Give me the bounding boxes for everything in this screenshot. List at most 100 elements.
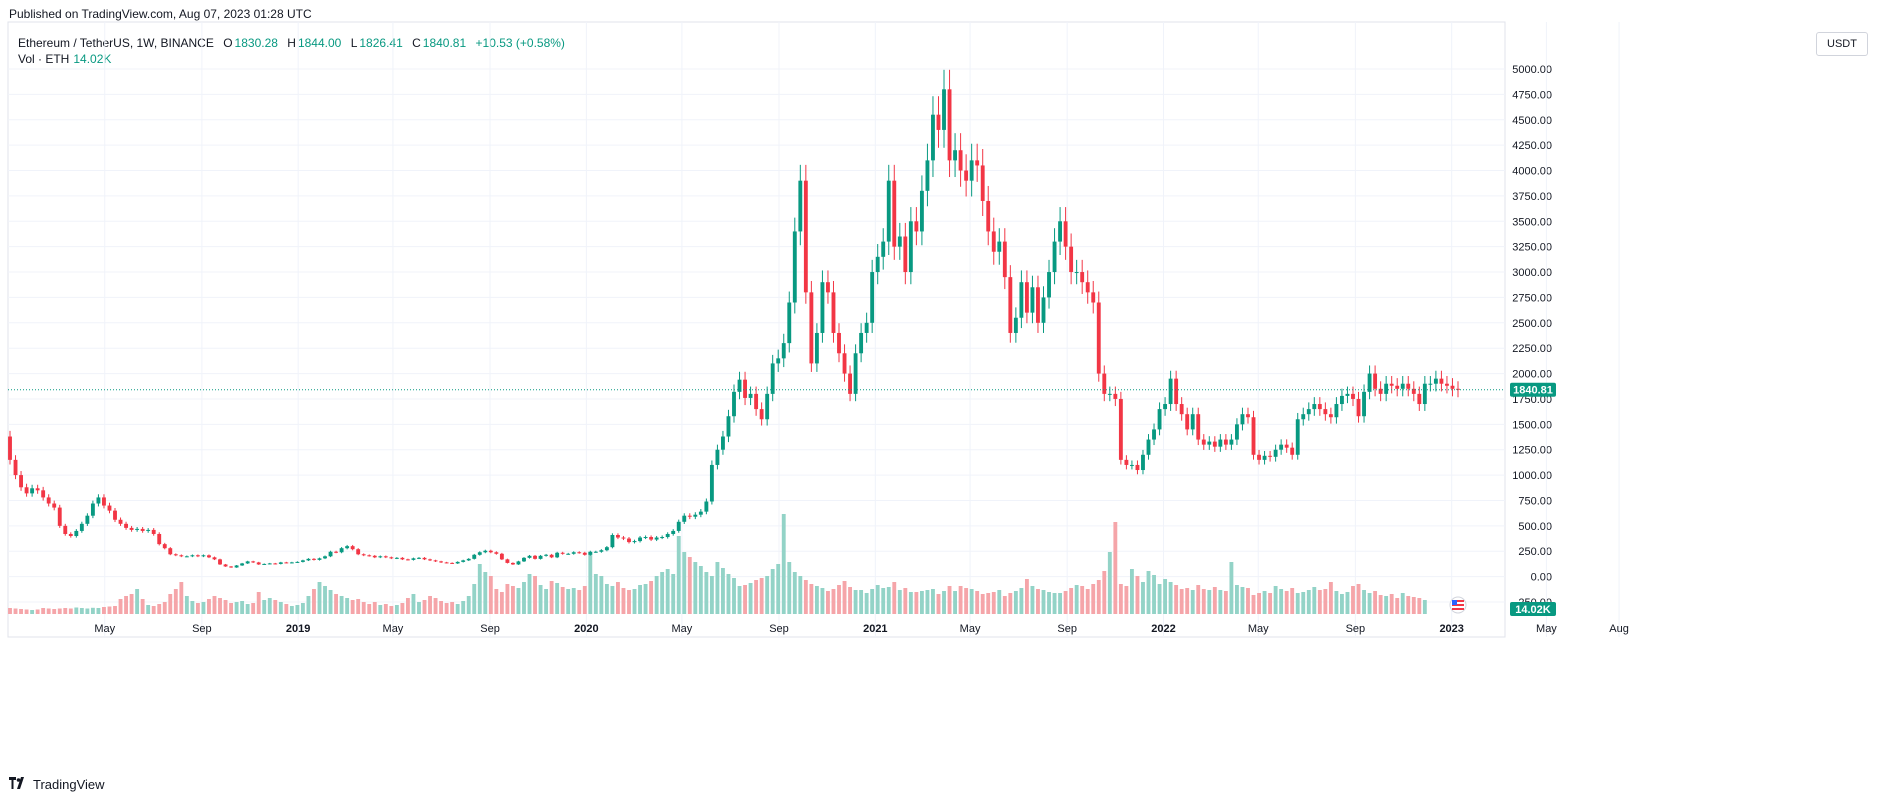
candle-body: [991, 231, 996, 252]
y-tick-label: 4000.00: [1512, 166, 1552, 178]
volume-label[interactable]: Vol · ETH: [18, 52, 70, 66]
candle-body: [743, 379, 747, 398]
x-tick-label: May: [383, 623, 404, 635]
candle-body: [229, 566, 234, 568]
candle-body: [1135, 464, 1140, 471]
volume-bar: [1279, 589, 1284, 614]
candle-body: [184, 556, 189, 558]
low-value: 1826.41: [359, 36, 403, 50]
volume-bar: [229, 603, 234, 614]
candle-body: [24, 487, 29, 494]
candle-body: [621, 537, 626, 539]
candle-body: [90, 503, 95, 516]
candle-body: [1229, 439, 1234, 445]
candle-body: [483, 550, 488, 553]
y-tick-label: 3500.00: [1512, 216, 1552, 228]
candle-body: [1356, 398, 1361, 417]
candle-body: [323, 556, 327, 559]
volume-bar: [455, 604, 460, 614]
candle-body: [1268, 455, 1273, 457]
candle-body: [300, 560, 305, 562]
candle-body: [1384, 383, 1389, 394]
candle-body: [251, 561, 256, 563]
volume-bar: [439, 601, 444, 614]
volume-bar: [179, 582, 184, 614]
volume-bar: [654, 576, 659, 614]
volume-bar: [975, 591, 980, 614]
volume-bar: [980, 594, 985, 614]
volume-bar: [1234, 585, 1239, 614]
candle-body: [19, 475, 23, 488]
volume-bar: [505, 584, 510, 614]
change-value: +10.53 (+0.58%): [475, 36, 565, 50]
volume-bar: [8, 608, 12, 614]
volume-bar: [135, 589, 140, 614]
candle-body: [1445, 383, 1449, 386]
volume-bar: [378, 605, 383, 614]
candle-body: [146, 529, 151, 531]
candle-body: [140, 528, 145, 531]
x-tick-label: May: [94, 623, 115, 635]
volume-bar: [1262, 591, 1267, 614]
candle-body: [726, 416, 731, 437]
candle-body: [455, 561, 460, 564]
volume-bar: [665, 569, 670, 614]
candle-body: [1013, 317, 1018, 333]
candle-body: [1212, 441, 1217, 447]
candle-body: [262, 563, 267, 565]
plot-frame: [7, 21, 1506, 638]
candle-body: [179, 555, 184, 557]
candle-body: [1201, 439, 1206, 445]
symbol-name[interactable]: Ethereum / TetherUS, 1W, BINANCE: [18, 36, 214, 50]
candle-body: [328, 551, 333, 557]
volume-bar: [693, 562, 698, 614]
volume-bar: [1091, 584, 1096, 614]
candle-body: [831, 292, 836, 333]
volume-bar: [1063, 591, 1068, 614]
us-flag-stripe: [1452, 600, 1464, 602]
close-label: C: [412, 36, 421, 50]
volume-bar: [1118, 584, 1123, 614]
candle-body: [135, 528, 140, 530]
candle-body: [411, 558, 416, 560]
candle-body: [1312, 404, 1317, 410]
candle-body: [1373, 373, 1378, 389]
y-tick-label: 5000.00: [1512, 64, 1552, 76]
candle-body: [13, 459, 18, 476]
volume-bar: [461, 601, 466, 614]
price-chart[interactable]: 5000.00 4750.00 4500.00 4250.00 4000.00 3750.…: [0, 0, 1883, 770]
volume-bar: [52, 609, 57, 614]
candle-body: [1174, 378, 1179, 405]
candle-body: [1284, 444, 1289, 448]
volume-bar: [1395, 598, 1400, 614]
volume-bar: [1284, 591, 1289, 614]
candle-body: [737, 379, 742, 392]
volume-bar: [814, 586, 819, 614]
candle-body: [212, 557, 217, 560]
candle-body: [676, 521, 681, 531]
candle-body: [721, 436, 725, 450]
volume-bar: [46, 608, 51, 614]
volume-bar: [555, 583, 560, 614]
candle-body: [96, 497, 101, 504]
volume-bar: [544, 589, 549, 614]
candle-body: [428, 559, 432, 561]
volume-bar: [1334, 591, 1339, 614]
volume-bar: [1340, 594, 1344, 614]
candle-body: [1036, 287, 1040, 323]
currency-button[interactable]: USDT: [1816, 32, 1868, 56]
volume-bar: [820, 588, 825, 614]
volume-bar: [1174, 585, 1179, 614]
candle-body: [57, 507, 62, 526]
volume-bar: [488, 576, 493, 614]
volume-bar: [743, 585, 747, 614]
candle-body: [533, 555, 537, 559]
candle-body: [1273, 449, 1278, 457]
volume-bar: [57, 608, 62, 614]
candle-body: [748, 393, 753, 398]
candle-body: [1113, 393, 1118, 399]
volume-bar: [582, 586, 587, 614]
candle-body: [682, 515, 687, 522]
volume-bar: [1417, 598, 1422, 614]
volume-bar: [1163, 579, 1168, 614]
